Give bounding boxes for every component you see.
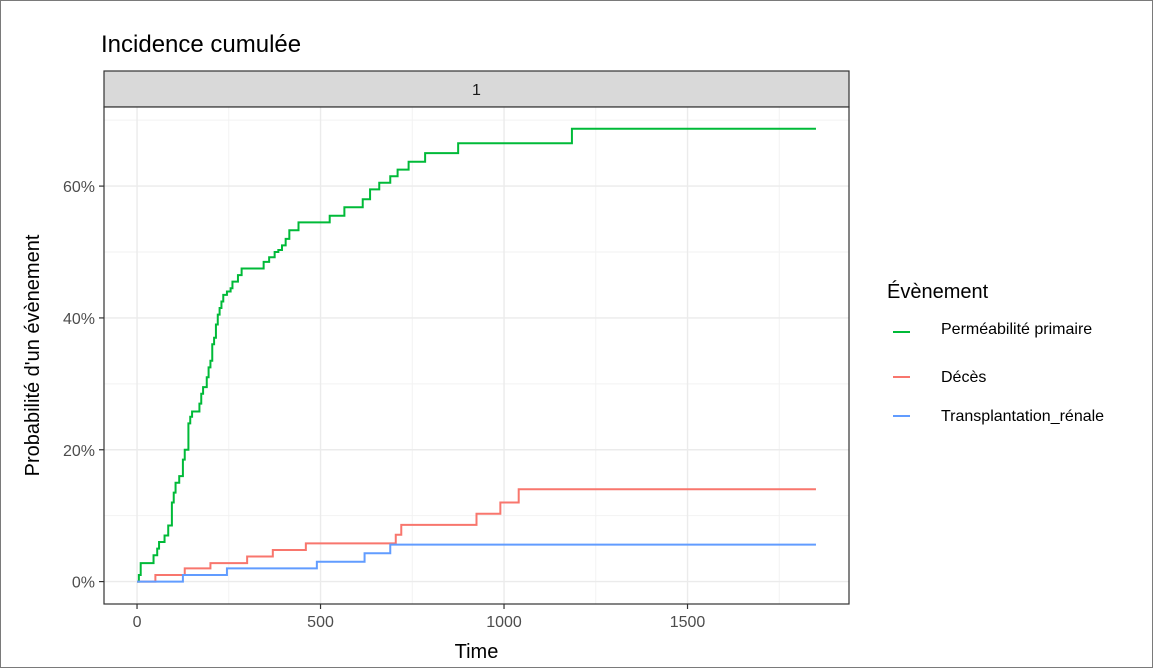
x-tick-label: 1000 [486,614,522,631]
legend: Évènement Perméabilité primaire Décès Tran… [887,280,1104,425]
y-tick-label: 40% [63,311,95,328]
x-tick-label: 500 [307,614,334,631]
facet-label: 1 [472,82,481,99]
legend-title: Évènement [887,280,989,303]
series-line [137,488,816,583]
y-axis-title: Probabilité d'un évènement [22,234,44,476]
y-axis: 0% 20% 40% 60% [63,179,104,592]
y-tick-label: 20% [63,443,95,460]
chart-title: Incidence cumulée [101,31,301,58]
series-line [137,543,816,583]
x-axis: 0 500 1000 1500 [133,604,706,631]
series-layer [137,127,816,583]
plot-panel-border [103,106,850,605]
x-axis-title: Time [455,641,499,663]
series-line [137,127,816,583]
y-tick-label: 60% [63,179,95,196]
y-tick-label: 0% [72,575,95,592]
x-tick-label: 1500 [670,614,706,631]
legend-label: Perméabilité primaire [941,321,1092,338]
legend-label: Décès [941,369,986,386]
x-tick-label: 0 [133,614,142,631]
plot-panel [104,107,849,604]
legend-label: Transplantation_rénale [941,408,1104,425]
